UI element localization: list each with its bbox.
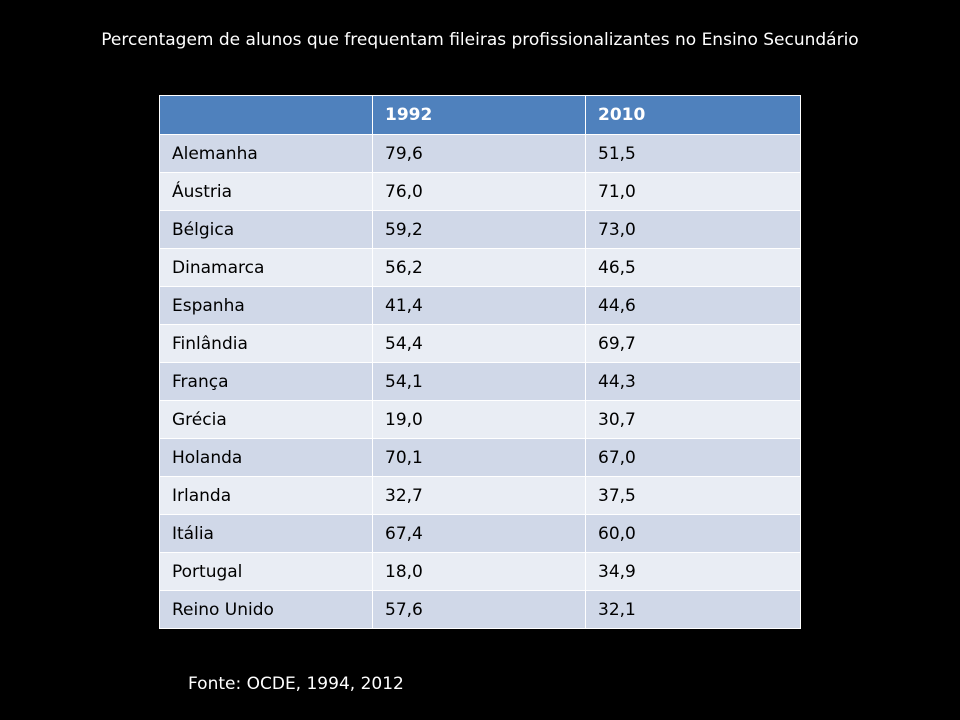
country-cell: Dinamarca xyxy=(159,248,373,287)
value-2010-cell: 30,7 xyxy=(585,400,801,439)
country-cell: Portugal xyxy=(159,552,373,591)
value-2010-cell: 60,0 xyxy=(585,514,801,553)
country-cell: Itália xyxy=(159,514,373,553)
value-2010-cell: 71,0 xyxy=(585,172,801,211)
country-cell: Irlanda xyxy=(159,476,373,515)
table-row: França 54,1 44,3 xyxy=(159,362,801,401)
value-1992-cell: 70,1 xyxy=(372,438,586,477)
table-row: Espanha 41,4 44,6 xyxy=(159,286,801,325)
table-row: Holanda 70,1 67,0 xyxy=(159,438,801,477)
table-row: Irlanda 32,7 37,5 xyxy=(159,476,801,515)
value-1992-cell: 76,0 xyxy=(372,172,586,211)
country-cell: Bélgica xyxy=(159,210,373,249)
value-2010-cell: 69,7 xyxy=(585,324,801,363)
value-1992-cell: 41,4 xyxy=(372,286,586,325)
value-2010-cell: 34,9 xyxy=(585,552,801,591)
slide-title: Percentagem de alunos que frequentam fil… xyxy=(101,30,859,50)
table-row: Itália 67,4 60,0 xyxy=(159,514,801,553)
table-row: Bélgica 59,2 73,0 xyxy=(159,210,801,249)
value-1992-cell: 57,6 xyxy=(372,590,586,629)
value-2010-cell: 51,5 xyxy=(585,134,801,173)
country-cell: Áustria xyxy=(159,172,373,211)
value-2010-cell: 44,3 xyxy=(585,362,801,401)
value-1992-cell: 59,2 xyxy=(372,210,586,249)
value-2010-cell: 44,6 xyxy=(585,286,801,325)
header-cell-1992: 1992 xyxy=(372,95,586,135)
value-1992-cell: 19,0 xyxy=(372,400,586,439)
data-table: 1992 2010 Alemanha 79,6 51,5 Áustria 76,0 71,… xyxy=(159,95,801,629)
value-1992-cell: 54,1 xyxy=(372,362,586,401)
value-2010-cell: 46,5 xyxy=(585,248,801,287)
source-note: Fonte: OCDE, 1994, 2012 xyxy=(188,674,404,694)
header-cell-country xyxy=(159,95,373,135)
value-2010-cell: 37,5 xyxy=(585,476,801,515)
value-1992-cell: 79,6 xyxy=(372,134,586,173)
country-cell: França xyxy=(159,362,373,401)
value-1992-cell: 18,0 xyxy=(372,552,586,591)
table-row: Áustria 76,0 71,0 xyxy=(159,172,801,211)
table-row: Reino Unido 57,6 32,1 xyxy=(159,590,801,629)
country-cell: Finlândia xyxy=(159,324,373,363)
table-row: Grécia 19,0 30,7 xyxy=(159,400,801,439)
table-row: Dinamarca 56,2 46,5 xyxy=(159,248,801,287)
header-cell-2010: 2010 xyxy=(585,95,801,135)
country-cell: Espanha xyxy=(159,286,373,325)
country-cell: Reino Unido xyxy=(159,590,373,629)
table-row: Finlândia 54,4 69,7 xyxy=(159,324,801,363)
value-1992-cell: 32,7 xyxy=(372,476,586,515)
value-2010-cell: 67,0 xyxy=(585,438,801,477)
table-row: Portugal 18,0 34,9 xyxy=(159,552,801,591)
table-row: Alemanha 79,6 51,5 xyxy=(159,134,801,173)
table-header-row: 1992 2010 xyxy=(159,95,801,135)
country-cell: Grécia xyxy=(159,400,373,439)
value-2010-cell: 73,0 xyxy=(585,210,801,249)
value-1992-cell: 56,2 xyxy=(372,248,586,287)
country-cell: Holanda xyxy=(159,438,373,477)
table-body: Alemanha 79,6 51,5 Áustria 76,0 71,0 Bélgica 59… xyxy=(159,134,801,629)
value-1992-cell: 54,4 xyxy=(372,324,586,363)
value-1992-cell: 67,4 xyxy=(372,514,586,553)
value-2010-cell: 32,1 xyxy=(585,590,801,629)
country-cell: Alemanha xyxy=(159,134,373,173)
